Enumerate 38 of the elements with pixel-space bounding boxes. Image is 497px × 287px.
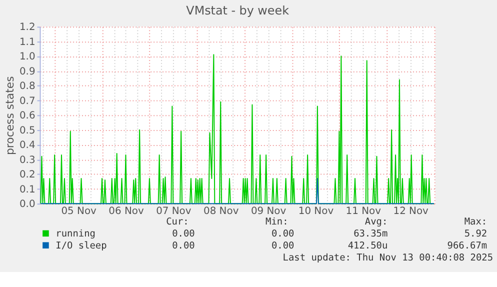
x-tick-label: 12 Nov xyxy=(393,206,429,218)
y-tick-label: 0.5 xyxy=(19,125,36,136)
chart-title: VMstat - by week xyxy=(186,4,290,18)
text: 412.50u xyxy=(348,240,388,252)
text: 0.00 xyxy=(172,228,196,240)
text: Cur: xyxy=(166,216,189,228)
legend-label: I/O sleep xyxy=(56,240,108,252)
y-tick-label: 1.0 xyxy=(19,52,36,63)
y-tick-label: 1.1 xyxy=(19,36,36,48)
x-tick-label: 09 Nov xyxy=(250,206,286,218)
x-tick-label: 06 Nov xyxy=(108,206,144,218)
text: 0.00 xyxy=(172,240,196,252)
x-tick-label: 11 Nov xyxy=(346,206,382,218)
y-tick-label: 0.6 xyxy=(19,110,36,122)
y-tick-label: 0.4 xyxy=(19,140,36,152)
text: 63.35m xyxy=(354,228,388,240)
text: 5.92 xyxy=(464,228,488,240)
y-tick-label: 0.3 xyxy=(19,154,36,166)
y-tick-label: 0.2 xyxy=(19,170,36,181)
y-axis-title: process states xyxy=(4,76,17,156)
text: 966.67m xyxy=(447,240,488,252)
text: Max: xyxy=(464,216,488,228)
text: Avg: xyxy=(364,216,388,228)
x-tick-label: 05 Nov xyxy=(61,206,97,218)
y-tick-label: 0.0 xyxy=(19,199,36,210)
text: Last update: Thu Nov 13 00:40:08 2025 xyxy=(282,252,494,264)
y-tick-label: 1.2 xyxy=(19,22,36,34)
x-tick-label: 10 Nov xyxy=(298,206,334,218)
y-tick-label: 0.8 xyxy=(19,81,36,92)
y-tick-label: 0.1 xyxy=(19,184,36,196)
x-tick-label: 07 Nov xyxy=(156,206,192,218)
text: 0.00 xyxy=(271,228,295,240)
x-tick-label: 08 Nov xyxy=(203,206,239,218)
text: Min: xyxy=(266,216,288,228)
y-tick-label: 0.7 xyxy=(19,96,36,107)
legend-label: running xyxy=(56,228,96,240)
text: 0.00 xyxy=(271,240,295,252)
y-tick-label: 0.9 xyxy=(19,66,36,78)
